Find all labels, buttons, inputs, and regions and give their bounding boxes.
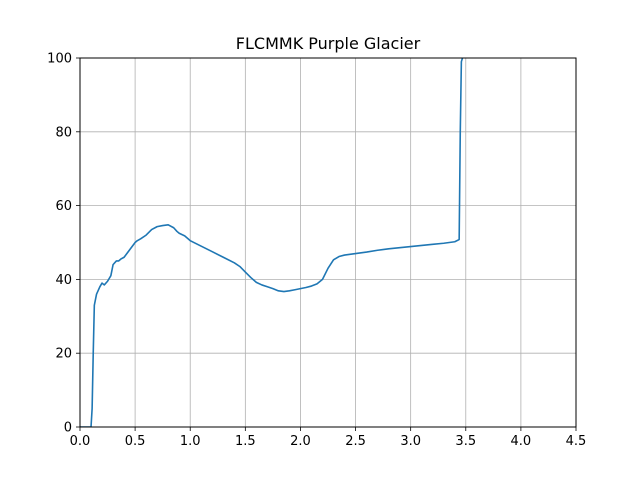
y-tick-label: 60: [55, 199, 72, 214]
y-tick-label: 20: [55, 347, 72, 362]
y-tick-label: 100: [47, 52, 72, 67]
x-tick-label: 4.5: [566, 434, 587, 449]
y-axis: 0 20 40 60 80 100: [47, 52, 80, 436]
y-tick-label: 40: [55, 273, 72, 288]
series-line: [80, 58, 464, 427]
y-tick-label: 0: [64, 421, 72, 436]
plot-frame: [79, 57, 577, 428]
x-tick-label: 2.0: [290, 434, 311, 449]
chart-title: FLCMMK Purple Glacier: [236, 34, 421, 53]
x-tick-label: 1.0: [180, 434, 201, 449]
x-tick-label: 0.5: [125, 434, 146, 449]
x-tick-label: 3.0: [400, 434, 421, 449]
x-tick-label: 3.5: [455, 434, 476, 449]
x-tick-label: 4.0: [511, 434, 532, 449]
y-tick-label: 80: [55, 125, 72, 140]
x-axis: 0.0 0.5 1.0 1.5 2.0 2.5 3.0 3.5 4.0 4.5: [70, 427, 587, 449]
x-tick-label: 0.0: [70, 434, 91, 449]
x-tick-label: 1.5: [235, 434, 256, 449]
x-tick-label: 2.5: [345, 434, 366, 449]
